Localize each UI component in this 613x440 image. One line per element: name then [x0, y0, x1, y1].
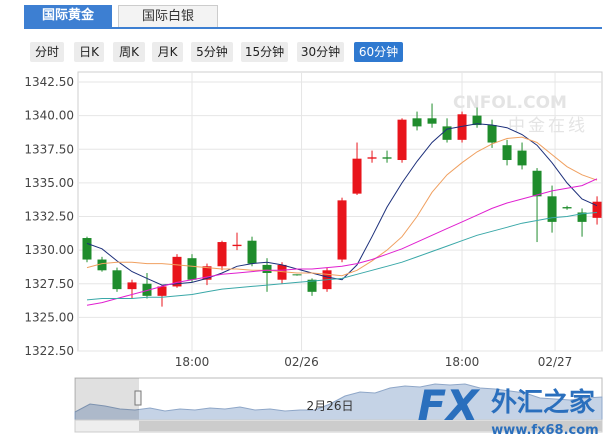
tab[interactable]: 国际黄金: [24, 5, 112, 27]
candle-body: [202, 266, 212, 280]
logo-url: www.fx68.com: [491, 423, 598, 438]
ma-line: [86, 136, 598, 277]
period-button[interactable]: 30分钟: [297, 42, 344, 62]
y-tick-label: 1322.50: [24, 344, 74, 358]
y-tick-label: 1330.00: [24, 243, 74, 257]
period-button[interactable]: 日K: [74, 42, 104, 62]
period-button[interactable]: 周K: [113, 42, 145, 62]
candle-body: [547, 196, 557, 222]
candle-body: [457, 114, 467, 140]
logo: FX: [417, 381, 481, 430]
candle-body: [277, 264, 287, 280]
candle-body: [97, 259, 107, 271]
candle-body: [112, 270, 122, 290]
candle-body: [217, 242, 227, 267]
y-tick-label: 1335.00: [24, 176, 74, 190]
candle-body: [337, 200, 347, 260]
period-button[interactable]: 15分钟: [241, 42, 288, 62]
candle-body: [412, 118, 422, 127]
candle-body: [172, 256, 182, 287]
navigator-mask: [75, 378, 139, 420]
candle-body: [142, 283, 152, 296]
y-tick-label: 1342.50: [24, 75, 74, 89]
candle-body: [247, 240, 257, 264]
period-button[interactable]: 60分钟: [354, 42, 403, 62]
navigator-area: [74, 383, 603, 421]
navigator-label: 2月26日: [307, 399, 354, 413]
y-tick-label: 1337.50: [24, 142, 74, 156]
period-button[interactable]: 月K: [152, 42, 183, 62]
candle-body: [442, 126, 452, 140]
y-tick-label: 1340.00: [24, 109, 74, 123]
candle-body: [82, 238, 92, 260]
candle-body: [502, 145, 512, 161]
period-button[interactable]: 5分钟: [191, 42, 233, 62]
candle-body: [517, 150, 527, 166]
candle-body: [352, 158, 362, 194]
candle-body: [382, 157, 392, 159]
candle-body: [232, 244, 242, 247]
candle-body: [307, 279, 317, 292]
candle-body: [562, 207, 572, 209]
candle-body: [262, 264, 272, 273]
candle-body: [187, 258, 197, 280]
candle-body: [367, 157, 377, 159]
period-button[interactable]: 分时: [30, 42, 64, 62]
x-tick-label: 18:00: [445, 355, 480, 369]
x-tick-label: 18:00: [175, 355, 210, 369]
scrollbar-thumb[interactable]: [139, 421, 602, 431]
watermark: CNFOL.COM: [453, 93, 567, 113]
y-tick-label: 1325.00: [24, 310, 74, 324]
candle-body: [292, 274, 302, 276]
watermark: 中金在线: [508, 116, 588, 136]
x-tick-label: 02/27: [538, 355, 573, 369]
candle-body: [577, 212, 587, 222]
ma-line: [86, 178, 598, 306]
y-tick-label: 1327.50: [24, 277, 74, 291]
candle-body: [157, 286, 167, 296]
x-tick-label: 02/26: [284, 355, 319, 369]
candle-body: [397, 119, 407, 161]
tab[interactable]: 国际白银: [118, 5, 218, 27]
candle-body: [127, 282, 137, 290]
candle-body: [487, 125, 497, 143]
navigator: 2月26日: [74, 377, 603, 433]
candle-body: [532, 170, 542, 197]
tab-underline: [24, 27, 602, 29]
logo-text: 外汇之家: [491, 387, 595, 418]
ma-line: [86, 212, 598, 301]
candle-body: [472, 115, 482, 126]
navigator-handle[interactable]: [134, 390, 142, 406]
candle-body: [592, 201, 602, 218]
y-tick-label: 1332.50: [24, 210, 74, 224]
candle-body: [427, 118, 437, 124]
